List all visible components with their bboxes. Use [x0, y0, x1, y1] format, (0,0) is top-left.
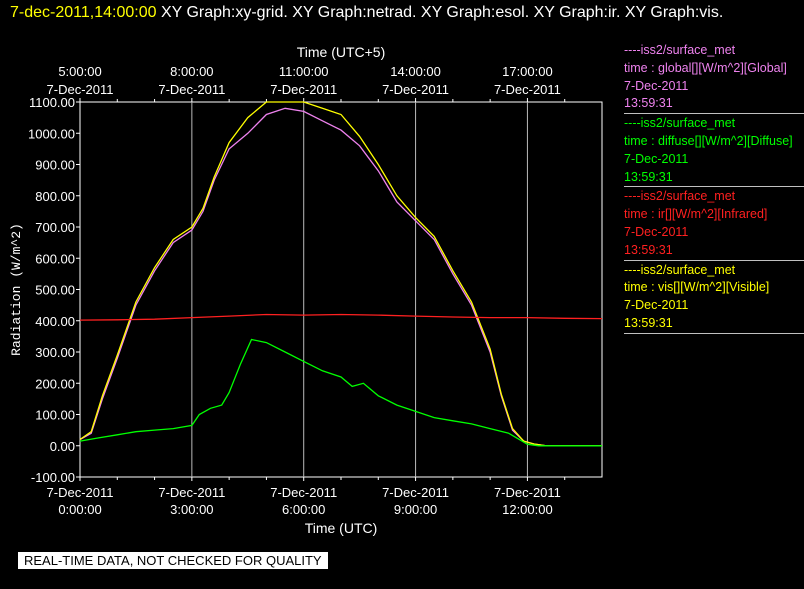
x2-tick-date: 7-Dec-2011	[47, 82, 114, 97]
legend-line: ----iss2/surface_met	[624, 189, 736, 204]
x2-tick-date: 7-Dec-2011	[270, 82, 337, 97]
y-tick-label: 100.00	[35, 408, 75, 423]
legend-line: ----iss2/surface_met	[624, 43, 736, 57]
header-timestamp: 7-dec-2011,14:00:00	[10, 4, 157, 21]
legend-line: 7-Dec-2011	[624, 151, 689, 166]
x2-tick-date: 7-Dec-2011	[382, 82, 449, 97]
x-tick-date: 7-Dec-2011	[158, 485, 225, 500]
y-tick-label: 200.00	[35, 376, 75, 391]
y-tick-label: 1100.00	[29, 95, 75, 110]
x-tick-time: 12:00:00	[502, 502, 553, 517]
legend-line: time : diffuse[][W/m^2][Diffuse]	[624, 133, 793, 148]
series-line-visible	[79, 101, 602, 447]
series-line-global	[79, 107, 602, 447]
legend-line: 13:59:31	[624, 242, 673, 257]
x-tick-time: 9:00:00	[394, 502, 437, 517]
legend-line: time : ir[][W/m^2][Infrared]	[624, 207, 768, 222]
x-axis-label: Time (UTC)	[305, 520, 378, 536]
legend-line: 7-Dec-2011	[624, 298, 689, 313]
quality-notice: REAL-TIME DATA, NOT CHECKED FOR QUALITY	[18, 552, 328, 569]
y-axis-label: Radiation (W/m^2)	[9, 223, 24, 356]
y-tick-label: 600.00	[35, 251, 75, 266]
y-tick-label: 800.00	[35, 189, 75, 204]
legend-line: 7-Dec-2011	[624, 224, 689, 239]
x2-tick-time: 5:00:00	[58, 64, 101, 79]
series-line-infrared	[79, 313, 603, 321]
x-tick-time: 6:00:00	[282, 502, 325, 517]
legend-line: time : vis[][W/m^2][Visible]	[624, 280, 770, 295]
graph-header: 7-dec-2011,14:00:00 XY Graph:xy-grid. XY…	[10, 2, 800, 23]
x2-tick-time: 14:00:00	[390, 64, 441, 79]
legend-line: ----iss2/surface_met	[624, 116, 736, 131]
x2-tick-date: 7-Dec-2011	[494, 82, 561, 97]
legend-line: 13:59:31	[624, 96, 673, 111]
legend-line: 13:59:31	[624, 315, 673, 330]
x2-tick-time: 17:00:00	[502, 64, 553, 79]
x2-tick-time: 11:00:00	[279, 64, 329, 79]
x2-tick-date: 7-Dec-2011	[158, 82, 225, 97]
y-tick-label: -100.00	[31, 470, 75, 485]
x-tick-date: 7-Dec-2011	[382, 485, 449, 500]
x-tick-time: 0:00:00	[58, 502, 101, 517]
legend-line: ----iss2/surface_met	[624, 262, 736, 277]
series-line-diffuse	[79, 338, 602, 447]
x-tick-date: 7-Dec-2011	[494, 485, 561, 500]
y-tick-label: 500.00	[35, 283, 75, 298]
plot-frame	[79, 101, 603, 478]
header-graph-titles: XY Graph:xy-grid. XY Graph:netrad. XY Gr…	[160, 4, 724, 21]
y-tick-label: 300.00	[35, 345, 75, 360]
y-tick-label: 0.00	[50, 439, 75, 454]
y-tick-label: 1000.00	[28, 126, 75, 141]
x2-tick-time: 8:00:00	[170, 64, 213, 79]
legend-line: time : global[][W/m^2][Global]	[624, 60, 787, 75]
x2-axis-label: Time (UTC+5)	[297, 44, 386, 60]
legend-line: 7-Dec-2011	[624, 78, 689, 93]
y-tick-label: 900.00	[35, 158, 75, 173]
x-tick-date: 7-Dec-2011	[270, 485, 337, 500]
x-tick-time: 3:00:00	[170, 502, 213, 517]
y-tick-label: 700.00	[35, 220, 75, 235]
legend-line: 13:59:31	[624, 169, 673, 184]
y-tick-label: 400.00	[35, 314, 75, 329]
x-tick-date: 7-Dec-2011	[47, 485, 114, 500]
